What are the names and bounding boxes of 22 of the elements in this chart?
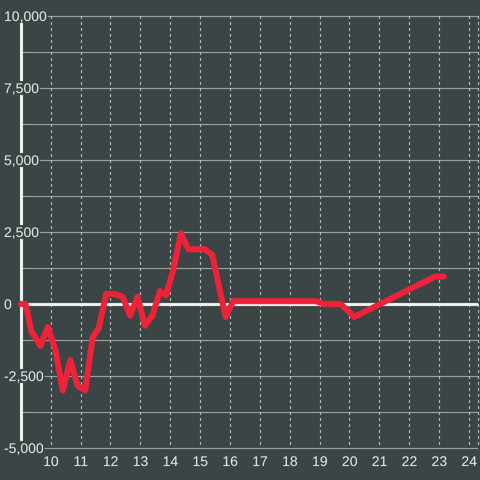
y-tick-label: 5,000	[4, 152, 40, 168]
x-tick-label: 15	[192, 453, 208, 469]
y-tick-label: 0	[4, 296, 12, 312]
x-tick-label: 24	[461, 453, 478, 469]
x-tick-label: 20	[342, 453, 358, 469]
y-tick-label: -2,500	[4, 368, 44, 384]
x-tick-label: 22	[402, 453, 418, 469]
y-tick-label: -5,000	[4, 440, 44, 456]
y-tick-label: 2,500	[4, 224, 40, 240]
x-tick-label: 11	[73, 453, 88, 469]
x-tick-label: 13	[132, 453, 149, 469]
x-tick-label: 17	[252, 453, 268, 469]
x-tick-label: 16	[222, 453, 238, 469]
y-tick-label: 10,000	[4, 8, 48, 24]
x-tick-label: 14	[162, 453, 178, 469]
x-tick-label: 10	[43, 453, 59, 469]
x-tick-label: 18	[282, 453, 298, 469]
y-tick-label: 7,500	[4, 80, 40, 96]
x-tick-label: 21	[372, 453, 388, 469]
x-tick-label: 23	[432, 453, 448, 469]
x-tick-label: 19	[312, 453, 328, 469]
x-tick-label: 12	[102, 453, 119, 469]
